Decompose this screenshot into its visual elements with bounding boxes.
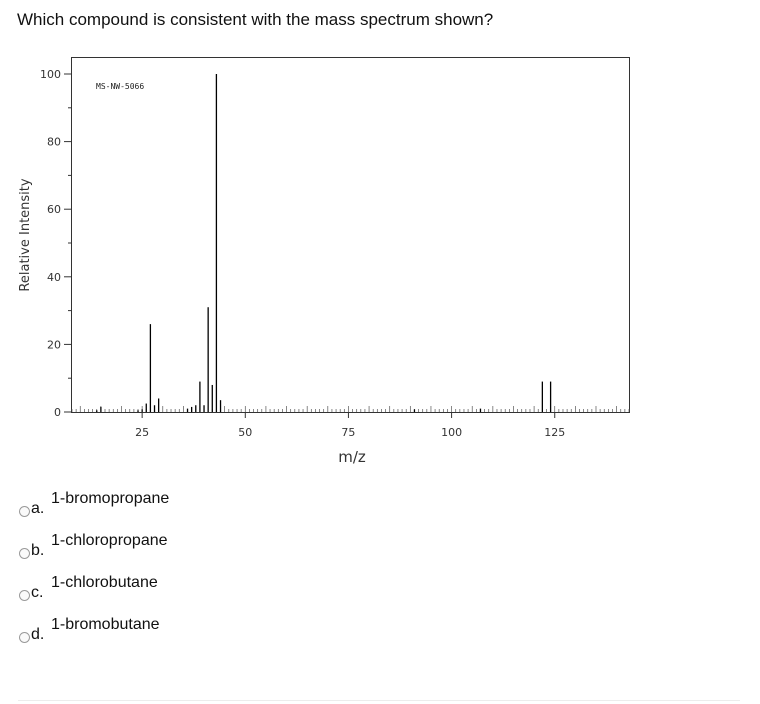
- spectrum-peaks: [96, 74, 552, 412]
- option-c-label[interactable]: 1-chlorobutane: [51, 574, 158, 591]
- answer-option-b[interactable]: b. 1-chloropropane: [18, 532, 318, 572]
- radio-option-d[interactable]: [19, 632, 30, 643]
- radio-option-c[interactable]: [19, 590, 30, 601]
- y-axis: 0 20 40 60 80 100: [40, 68, 72, 419]
- x-tick-label: 100: [441, 426, 462, 439]
- x-tick-label: 50: [238, 426, 252, 439]
- y-tick-label: 40: [47, 271, 61, 284]
- mass-spectrum-chart: 0 20 40 60 80 100 25 50 75 100 125 MS-NW-5066 m/z…: [18, 57, 630, 466]
- option-d-label[interactable]: 1-bromobutane: [51, 616, 160, 633]
- radio-option-b[interactable]: [19, 548, 30, 559]
- question-text: Which compound is consistent with the ma…: [17, 10, 494, 29]
- x-tick-label: 75: [341, 426, 355, 439]
- y-tick-label: 20: [47, 338, 61, 351]
- option-d-letter: d.: [31, 626, 45, 643]
- option-a-letter: a.: [31, 500, 45, 517]
- y-tick-label: 80: [47, 136, 61, 149]
- x-axis: 25 50 75 100 125: [135, 412, 565, 439]
- plot-frame: [71, 57, 630, 413]
- y-tick-label: 0: [54, 406, 61, 419]
- divider: [18, 700, 740, 701]
- x-tick-label: 125: [544, 426, 565, 439]
- answer-option-d[interactable]: d. 1-bromobutane: [18, 616, 318, 656]
- option-b-letter: b.: [31, 542, 45, 559]
- y-axis-label: Relative Intensity: [18, 178, 33, 291]
- x-tick-label: 25: [135, 426, 149, 439]
- option-c-letter: c.: [31, 584, 44, 601]
- answer-option-a[interactable]: a. 1-bromopropane: [18, 490, 318, 530]
- option-b-label[interactable]: 1-chloropropane: [51, 532, 168, 549]
- answer-option-c[interactable]: c. 1-chlorobutane: [18, 574, 318, 614]
- y-tick-label: 100: [40, 68, 61, 81]
- y-tick-label: 60: [47, 203, 61, 216]
- spectrum-id-label: MS-NW-5066: [96, 82, 144, 91]
- radio-option-a[interactable]: [19, 506, 30, 517]
- x-axis-label: m/z: [338, 448, 366, 466]
- option-a-label[interactable]: 1-bromopropane: [51, 490, 170, 507]
